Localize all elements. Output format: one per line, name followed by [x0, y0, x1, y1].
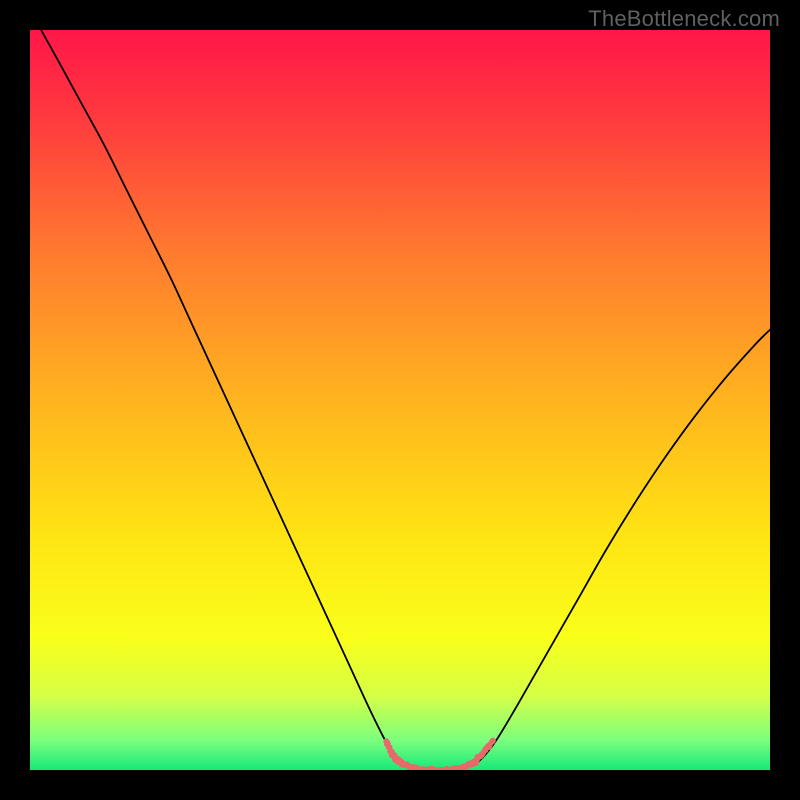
watermark-text: TheBottleneck.com	[588, 6, 780, 32]
plot-svg	[30, 30, 770, 770]
chart-background	[30, 30, 770, 770]
chart-frame: TheBottleneck.com	[0, 0, 800, 800]
plot-area	[30, 30, 770, 770]
